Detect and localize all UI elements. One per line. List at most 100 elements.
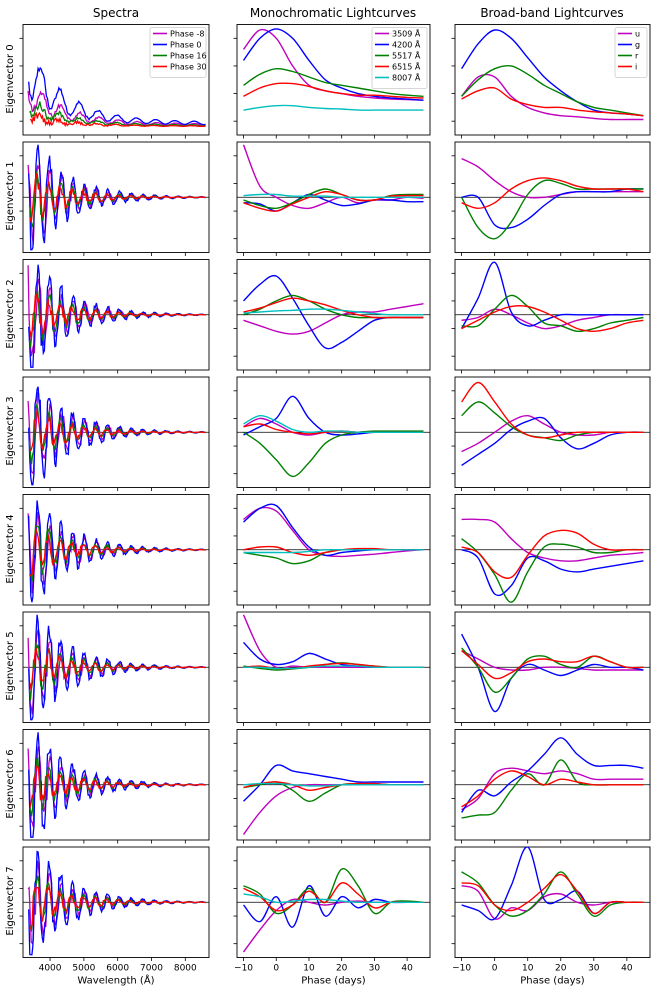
- series-group: [242, 28, 424, 111]
- broad-line-1: [461, 549, 644, 597]
- series-group: [461, 847, 644, 921]
- broad-line-1: [461, 737, 644, 813]
- x-axes: 4000 5000 6000 7000 8000 Wavelength (Å) −10 0 10…: [39, 964, 633, 987]
- x-tick-label: 10: [303, 964, 315, 974]
- x-tick-label: 30: [369, 964, 381, 974]
- column-title-broadband: Broad-band Lightcurves: [480, 6, 623, 20]
- broad-line-0: [461, 518, 644, 562]
- x-axis-label-1: Phase (days): [301, 976, 366, 987]
- series-group: [27, 850, 206, 956]
- mono-line-2: [243, 67, 424, 97]
- column-title-spectra: Spectra: [93, 6, 139, 20]
- series-group: [242, 144, 424, 212]
- series-group: [461, 518, 644, 603]
- panel-r7-c1: [233, 846, 431, 961]
- broad-line-3: [461, 650, 644, 680]
- broad-line-0: [461, 650, 644, 672]
- series-group: [27, 264, 206, 368]
- series-group: [460, 633, 644, 713]
- spectrum-line-2: [29, 101, 206, 127]
- series-group: [242, 868, 424, 953]
- panel-r4-c1: [233, 494, 431, 609]
- column-title-monochromatic: Monochromatic Lightcurves: [250, 6, 416, 20]
- broad-line-3: [461, 529, 644, 579]
- panel-r5-c0: [19, 611, 210, 726]
- mono-line-4: [243, 104, 424, 111]
- spectrum-line-0: [27, 90, 206, 127]
- legend-label: 4200 Å: [392, 39, 421, 50]
- series-group: [243, 395, 424, 478]
- mono-line-4: [243, 548, 424, 554]
- broad-line-3: [461, 770, 644, 808]
- row-label-0: Eigenvector 0: [5, 44, 16, 113]
- series-group: [460, 157, 644, 240]
- legends: Phase -8 Phase 0 Phase 16 Phase 30 3509 Å420…: [149, 27, 648, 89]
- x-tick-label: 8000: [174, 964, 197, 974]
- broad-line-0: [461, 73, 644, 121]
- x-axis-label-2: Phase (days): [520, 976, 585, 987]
- series-group: [243, 274, 424, 350]
- panel-r6-c1: [233, 729, 431, 844]
- mono-line-0: [243, 506, 424, 558]
- mono-line-4: [243, 414, 424, 434]
- legend-label: Phase 30: [170, 63, 207, 72]
- series-group: [243, 503, 424, 565]
- x-tick-label: 20: [336, 964, 348, 974]
- legend-box: [614, 27, 648, 78]
- spectrum-line-3: [29, 647, 206, 690]
- panel-r7-c2: [451, 846, 651, 961]
- mono-line-4: [243, 893, 424, 904]
- row-label-6: Eigenvector 6: [5, 749, 16, 818]
- series-group: [27, 500, 206, 603]
- mono-line-0: [243, 303, 424, 335]
- series-group: [27, 614, 206, 721]
- broad-line-1: [461, 188, 644, 230]
- legend-label: g: [635, 41, 640, 50]
- legend-label: u: [635, 30, 640, 39]
- panel-r2-c2: [451, 259, 651, 374]
- broad-line-3: [461, 381, 644, 439]
- row-label-1: Eigenvector 1: [5, 161, 16, 230]
- legend-label: i: [635, 63, 637, 72]
- series-group: [242, 614, 424, 671]
- x-tick-label: 20: [555, 964, 567, 974]
- legend-label: Phase 16: [170, 52, 207, 61]
- series-group: [27, 386, 206, 486]
- panel-r1-c1: [233, 141, 431, 256]
- broad-line-3: [461, 86, 644, 117]
- panel-r3-c1: [233, 376, 431, 491]
- x-tick-label: 40: [401, 964, 413, 974]
- series-group: [461, 29, 644, 121]
- row-label-5: Eigenvector 5: [5, 631, 16, 700]
- series-group: [460, 261, 644, 333]
- panel-r3-c2: [451, 376, 651, 491]
- broad-line-1: [461, 416, 644, 466]
- legend-box: [149, 27, 207, 78]
- legend-label: 5517 Å: [392, 50, 421, 61]
- panel-r7-c0: [19, 846, 210, 961]
- x-axis-label-0: Wavelength (Å): [77, 974, 154, 987]
- broad-line-2: [461, 64, 644, 117]
- panel-r1-c0: [19, 141, 210, 256]
- mono-line-4: [243, 782, 424, 787]
- spectrum-line-3: [29, 173, 206, 223]
- panel-r2-c1: [233, 259, 431, 374]
- legend-0: Phase -8 Phase 0 Phase 16 Phase 30: [149, 27, 207, 78]
- mono-line-3: [243, 190, 424, 212]
- spectrum-line-3: [29, 764, 206, 808]
- mono-line-1: [243, 764, 424, 802]
- broad-line-3: [461, 873, 644, 915]
- mono-line-3: [243, 82, 424, 99]
- panel-r2-c0: [19, 259, 210, 374]
- x-tick-label: 5000: [72, 964, 95, 974]
- broad-line-1: [460, 261, 644, 329]
- legend-label: r: [635, 52, 639, 61]
- legend-label: Phase -8: [170, 30, 204, 39]
- panel-r5-c2: [451, 611, 651, 726]
- broad-line-2: [461, 294, 644, 333]
- row-labels: Eigenvector 0 Eigenvector 1 Eigenvector …: [5, 44, 16, 935]
- panel-r3-c0: [19, 376, 210, 491]
- x-tick-label: 6000: [106, 964, 129, 974]
- legend-label: 8007 Å: [392, 72, 421, 83]
